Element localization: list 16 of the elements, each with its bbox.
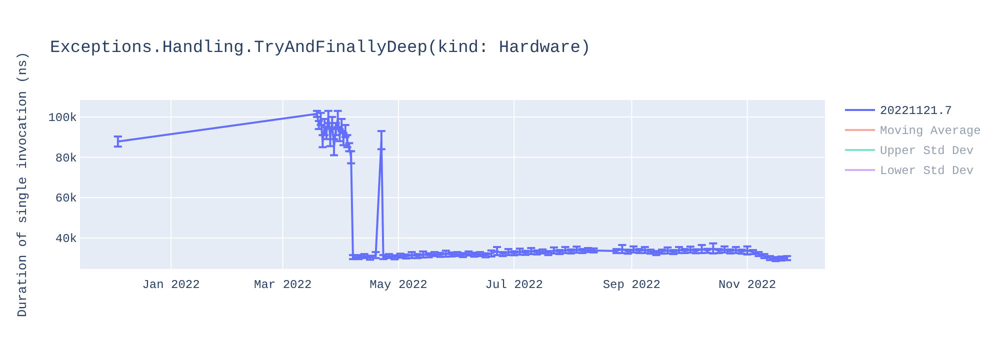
x-tick-label: Mar 2022 [254,278,312,292]
chart-title: Exceptions.Handling.TryAndFinallyDeep(kind: Hardware) [50,39,591,58]
legend-label: Lower Std Dev [880,164,974,178]
y-tick-label: 60k [55,192,77,206]
legend-label: Upper Std Dev [880,144,974,158]
legend-label: 20221121.7 [880,104,952,118]
y-tick-label: 100k [48,110,77,125]
y-axis-title: Duration of single invocation (ns) [15,52,30,318]
legend-label: Moving Average [880,124,981,138]
x-tick-label: Sep 2022 [602,278,660,292]
x-tick-label: Jan 2022 [142,278,200,292]
y-tick-label: 40k [55,232,77,246]
x-tick-label: Nov 2022 [718,278,776,292]
y-tick-label: 80k [55,151,77,166]
x-tick-label: Jul 2022 [485,278,543,292]
x-tick-label: May 2022 [370,278,428,292]
